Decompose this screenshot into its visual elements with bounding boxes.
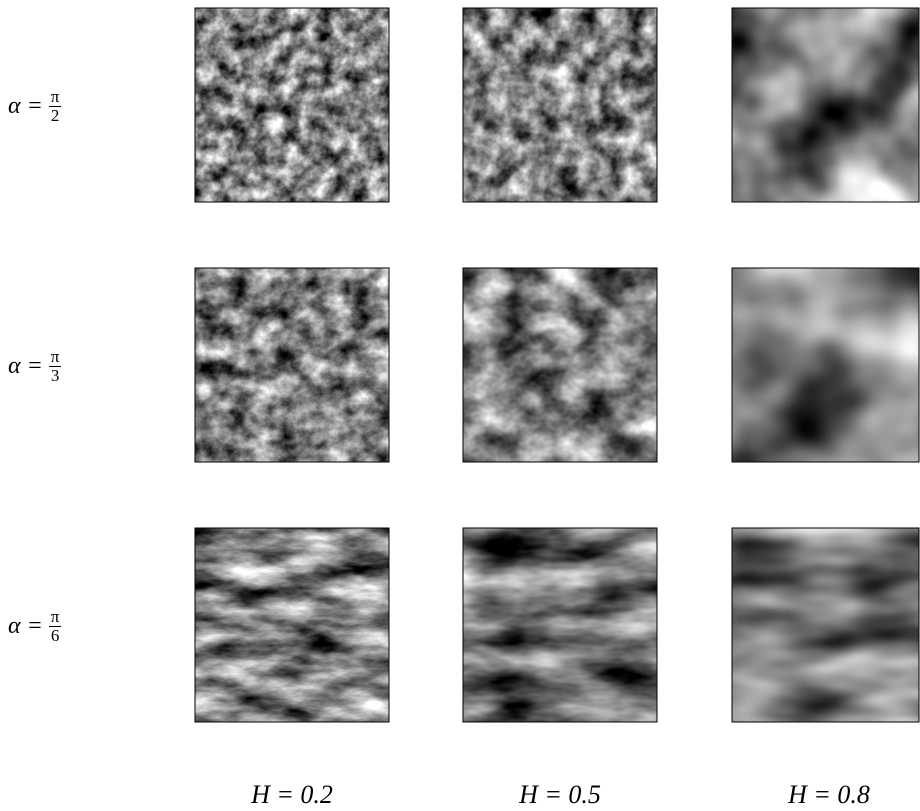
texture-panel — [732, 528, 919, 722]
column-label: H = 0.8 — [788, 780, 870, 809]
texture-panel — [732, 268, 919, 462]
texture-panel — [732, 8, 919, 202]
denominator: 6 — [50, 626, 60, 645]
row-label-lhs: α = — [8, 352, 43, 379]
denominator: 3 — [50, 366, 60, 385]
texture-panel — [463, 528, 657, 722]
denominator: 2 — [50, 106, 60, 125]
numerator: π — [48, 87, 62, 107]
row-label-lhs: α = — [8, 612, 43, 639]
numerator: π — [48, 607, 62, 627]
panel-frame — [731, 7, 920, 203]
column-label: H = 0.2 — [251, 780, 333, 809]
panel-frame — [194, 527, 390, 723]
texture-panel — [195, 8, 389, 202]
panel-frame — [731, 527, 920, 723]
panel-frame — [194, 7, 390, 203]
row-label-lhs: α = — [8, 92, 43, 119]
row-label: α = π 2 — [8, 87, 62, 125]
panel-frame — [731, 267, 920, 463]
panel-frame — [462, 7, 658, 203]
texture-panel — [195, 528, 389, 722]
panel-frame — [194, 267, 390, 463]
texture-panel — [463, 8, 657, 202]
row-label: α = π 3 — [8, 347, 62, 385]
panel-frame — [462, 267, 658, 463]
texture-panel — [463, 268, 657, 462]
numerator: π — [48, 347, 62, 367]
row-label: α = π 6 — [8, 607, 62, 645]
column-label: H = 0.5 — [519, 780, 601, 809]
texture-panel — [195, 268, 389, 462]
panel-frame — [462, 527, 658, 723]
